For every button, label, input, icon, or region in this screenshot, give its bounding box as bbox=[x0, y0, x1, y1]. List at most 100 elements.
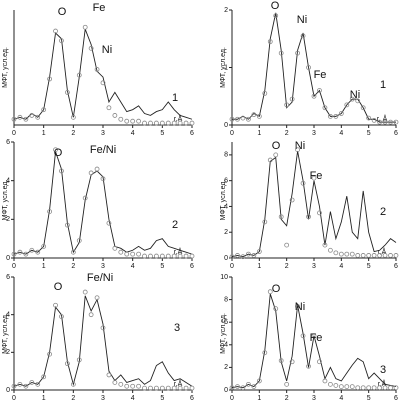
fit-line bbox=[231, 150, 397, 258]
y-tick-label: 6 bbox=[224, 178, 228, 185]
data-point bbox=[183, 120, 189, 126]
y-tick-label: 8 bbox=[224, 296, 228, 303]
x-tick-label: 2 bbox=[71, 130, 75, 137]
y-tick-label: 10 bbox=[220, 274, 228, 281]
data-point bbox=[311, 175, 317, 181]
x-tick-label: 1 bbox=[257, 395, 261, 402]
x-tick-label: 3 bbox=[101, 395, 105, 402]
data-point bbox=[355, 253, 361, 258]
data-point bbox=[70, 249, 76, 255]
data-point bbox=[53, 28, 58, 34]
data-point bbox=[300, 33, 306, 39]
data-point bbox=[278, 50, 284, 56]
y-tick-label: 4 bbox=[6, 312, 10, 319]
data-point bbox=[393, 385, 399, 391]
data-point bbox=[17, 381, 23, 387]
peak-label: Fe bbox=[93, 2, 106, 14]
data-point bbox=[360, 105, 366, 111]
data-point bbox=[327, 381, 333, 387]
data-point bbox=[289, 359, 295, 365]
x-tick-label: 4 bbox=[339, 263, 343, 270]
data-point bbox=[189, 253, 195, 259]
data-point bbox=[118, 249, 124, 255]
x-tick-label: 2 bbox=[285, 130, 289, 137]
data-point bbox=[65, 222, 70, 228]
data-point bbox=[295, 147, 301, 153]
y-tick-label: 4 bbox=[224, 203, 228, 210]
data-point bbox=[245, 381, 251, 387]
data-point bbox=[11, 383, 17, 389]
data-point bbox=[377, 385, 383, 391]
x-tick-label: 5 bbox=[367, 130, 371, 137]
x-tick-label: 4 bbox=[339, 130, 343, 137]
data-point bbox=[148, 385, 153, 391]
data-point bbox=[88, 45, 94, 51]
fit-line bbox=[13, 151, 193, 255]
data-point bbox=[65, 90, 70, 95]
data-point bbox=[59, 38, 64, 44]
x-tick-label: 6 bbox=[190, 130, 194, 137]
x-tick-label: 1 bbox=[42, 395, 46, 402]
data-point bbox=[171, 253, 177, 259]
x-tick-label: 2 bbox=[285, 395, 289, 402]
y-axis-label: МФТ, усл.ед. bbox=[2, 313, 9, 354]
fit-line bbox=[13, 295, 193, 387]
data-point bbox=[251, 112, 257, 118]
data-point bbox=[371, 385, 377, 391]
data-point bbox=[366, 385, 372, 391]
data-point bbox=[344, 102, 350, 108]
x-tick-label: 6 bbox=[394, 130, 398, 137]
y-tick-label: 8 bbox=[224, 152, 228, 159]
data-point bbox=[371, 253, 377, 258]
data-point bbox=[349, 251, 355, 257]
data-point bbox=[47, 351, 52, 357]
x-tick-label: 1 bbox=[42, 263, 46, 270]
data-point bbox=[273, 13, 279, 19]
data-point bbox=[251, 384, 257, 390]
data-point bbox=[229, 385, 235, 391]
x-tick-label: 0 bbox=[230, 263, 234, 270]
data-point bbox=[317, 359, 322, 365]
data-point bbox=[360, 385, 366, 391]
x-axis-label: r,Å bbox=[378, 379, 387, 388]
x-tick-label: 1 bbox=[257, 130, 261, 137]
data-point bbox=[118, 381, 124, 387]
data-point bbox=[148, 120, 153, 126]
data-point bbox=[245, 251, 251, 257]
x-tick-label: 0 bbox=[230, 130, 234, 137]
fit-line bbox=[232, 12, 396, 123]
data-point bbox=[142, 385, 147, 391]
peak-label: 2 bbox=[380, 206, 386, 218]
data-point bbox=[148, 253, 153, 259]
data-point bbox=[53, 302, 58, 308]
data-point bbox=[100, 325, 106, 331]
y-tick-label: 0 bbox=[224, 255, 228, 262]
x-axis-label: r,Å bbox=[174, 114, 183, 123]
data-point bbox=[311, 333, 317, 339]
y-tick-label: 0 bbox=[224, 122, 228, 129]
data-point bbox=[59, 314, 64, 319]
data-point bbox=[17, 114, 23, 120]
data-point bbox=[322, 378, 328, 384]
data-point bbox=[289, 197, 295, 203]
x-tick-label: 2 bbox=[71, 263, 75, 270]
data-point bbox=[112, 380, 118, 385]
y-tick-label: 2 bbox=[6, 349, 10, 356]
data-point bbox=[235, 384, 240, 390]
peak-label: Ni bbox=[295, 301, 305, 313]
y-tick-label: 0 bbox=[6, 387, 10, 394]
x-tick-label: 4 bbox=[131, 263, 135, 270]
x-tick-label: 4 bbox=[339, 395, 343, 402]
y-axis-label: МФТ, усл.ед. bbox=[2, 180, 9, 221]
data-point bbox=[153, 385, 159, 391]
data-point bbox=[360, 253, 366, 258]
data-point bbox=[159, 385, 165, 391]
data-point bbox=[136, 251, 142, 257]
x-axis-label: r,Å bbox=[174, 379, 183, 388]
y-tick-label: 2 bbox=[224, 364, 228, 371]
data-point bbox=[47, 76, 52, 82]
data-point bbox=[124, 383, 130, 389]
data-point bbox=[229, 116, 235, 122]
x-axis-label: r,Å bbox=[174, 247, 183, 256]
